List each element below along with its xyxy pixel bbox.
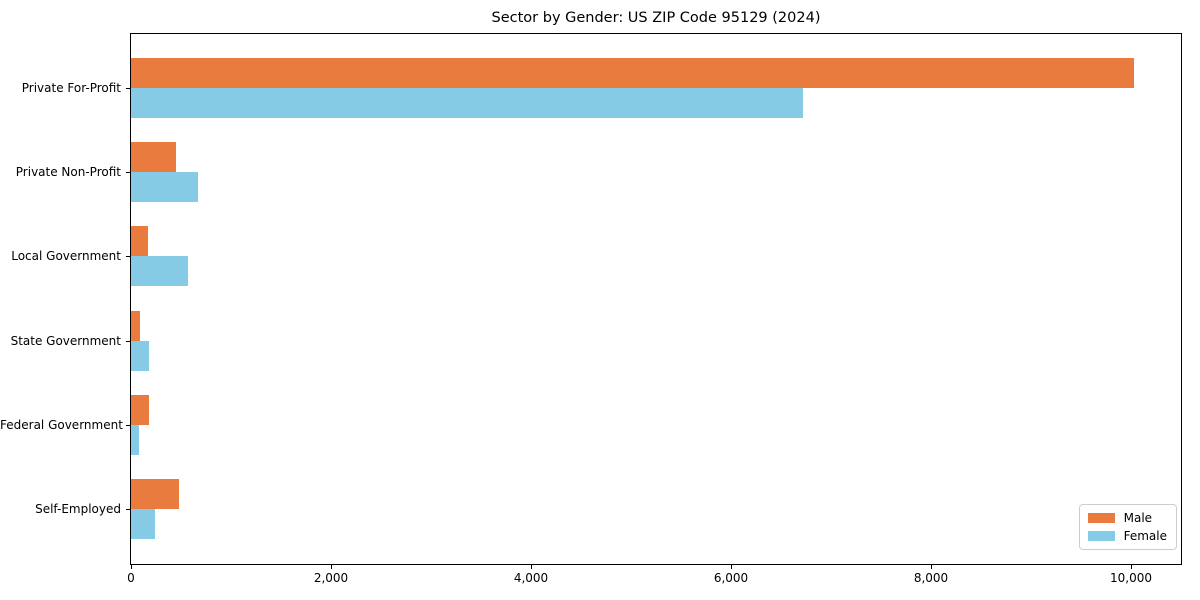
x-tick-label-4000: 4,000 <box>513 571 549 585</box>
bar-male-local-government <box>131 226 148 257</box>
bar-female-federal-government <box>131 424 139 455</box>
x-tick-label-0: 0 <box>127 571 135 585</box>
x-tick-label-6000: 6,000 <box>713 571 749 585</box>
bar-female-private-non-profit <box>131 172 198 203</box>
y-tick-mark-private-non-profit <box>126 172 130 173</box>
y-tick-mark-local-government <box>126 256 130 257</box>
legend-item-male: Male <box>1087 511 1167 525</box>
x-tick-mark-0 <box>131 565 132 569</box>
y-tick-label-private-non-profit: Private Non-Profit <box>15 165 121 179</box>
y-tick-label-self-employed: Self-Employed <box>35 502 121 516</box>
y-tick-mark-federal-government <box>126 425 130 426</box>
y-tick-mark-private-for-profit <box>126 88 130 89</box>
x-tick-mark-10000 <box>1131 565 1132 569</box>
legend-label-female: Female <box>1123 529 1167 543</box>
bar-female-state-government <box>131 340 149 371</box>
x-tick-label-8000: 8,000 <box>913 571 949 585</box>
bar-male-self-employed <box>131 479 179 509</box>
y-tick-label-state-government: State Government <box>10 334 121 348</box>
y-tick-label-local-government: Local Government <box>11 249 121 263</box>
bar-female-local-government <box>131 256 188 287</box>
x-tick-mark-8000 <box>931 565 932 569</box>
plot-area: Male Female <box>130 33 1182 565</box>
legend-item-female: Female <box>1087 529 1167 543</box>
x-tick-mark-6000 <box>731 565 732 569</box>
bar-female-self-employed <box>131 509 155 539</box>
bar-male-private-non-profit <box>131 142 176 173</box>
y-tick-label-federal-government: Federal Government <box>0 418 123 432</box>
bar-male-federal-government <box>131 394 149 425</box>
x-tick-mark-4000 <box>531 565 532 569</box>
y-tick-mark-state-government <box>126 341 130 342</box>
y-tick-label-private-for-profit: Private For-Profit <box>21 81 121 95</box>
x-tick-mark-2000 <box>331 565 332 569</box>
chart-title: Sector by Gender: US ZIP Code 95129 (202… <box>491 10 821 26</box>
legend: Male Female <box>1078 504 1177 550</box>
bar-male-state-government <box>131 310 140 341</box>
female-series-swatch <box>1087 531 1115 541</box>
bar-female-private-for-profit <box>131 88 803 118</box>
y-tick-mark-self-employed <box>126 509 130 510</box>
male-series-swatch <box>1087 513 1115 523</box>
legend-label-male: Male <box>1123 511 1153 525</box>
x-tick-label-10000: 10,000 <box>1110 571 1152 585</box>
x-tick-label-2000: 2,000 <box>313 571 349 585</box>
bar-male-private-for-profit <box>131 58 1134 88</box>
